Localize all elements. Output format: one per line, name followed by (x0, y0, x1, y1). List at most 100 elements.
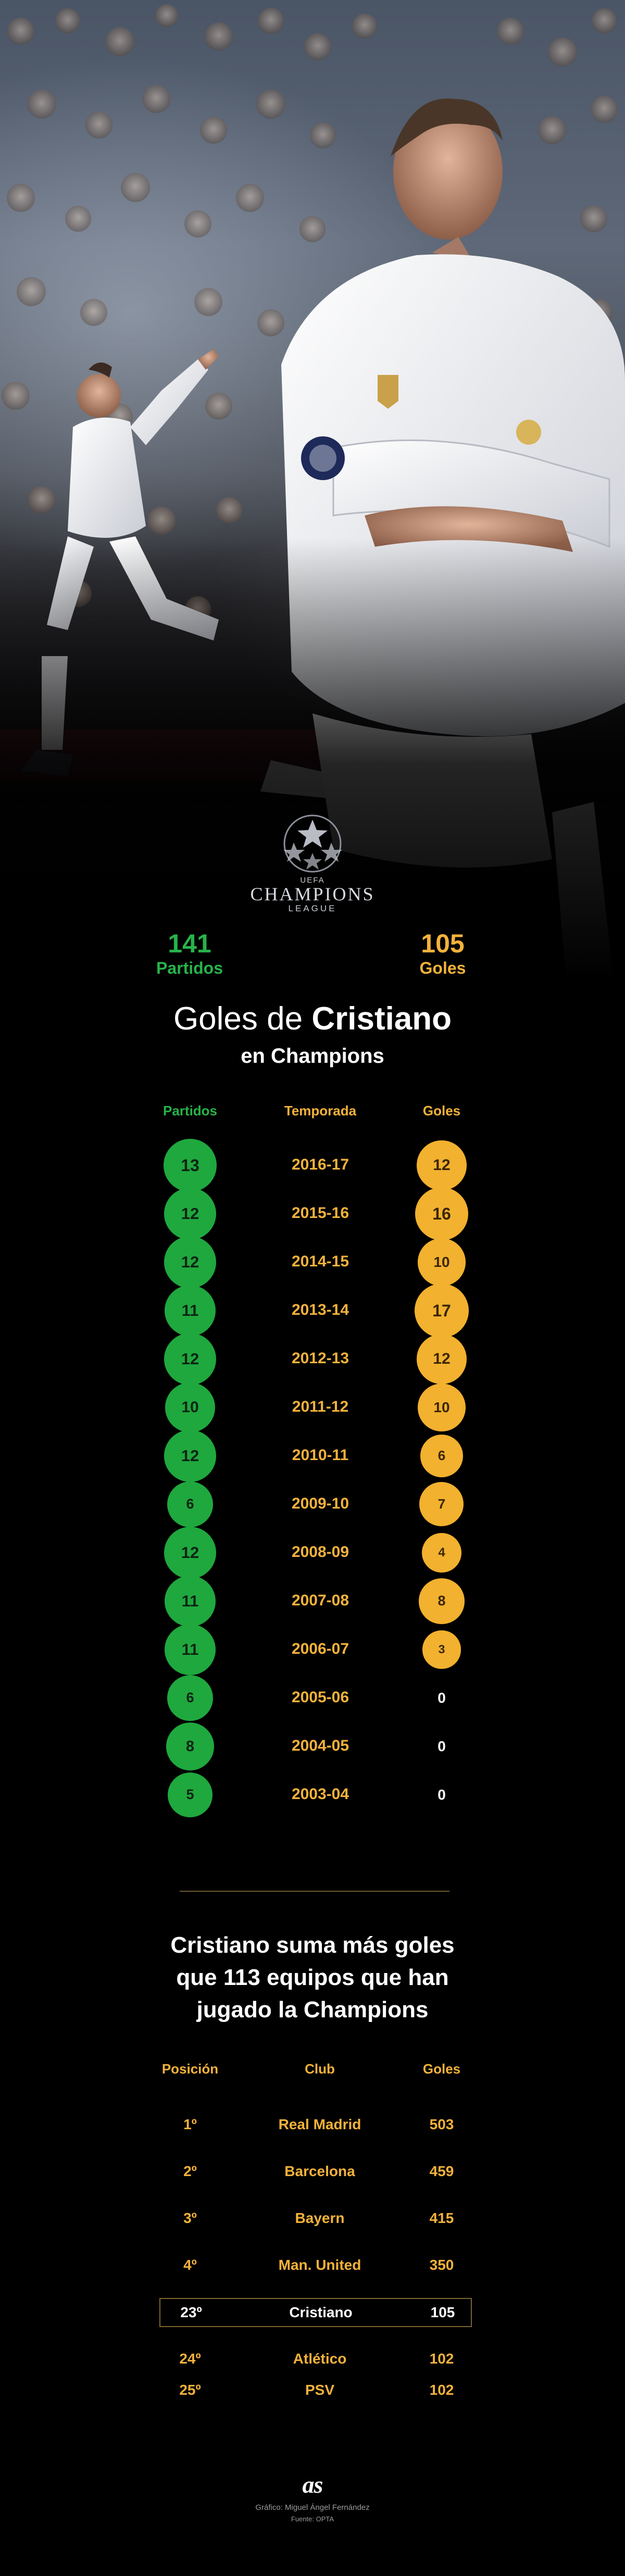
goals-bubble: 12 (417, 1140, 467, 1190)
season-row: 11 2013-14 17 (0, 1284, 625, 1338)
apps-bubble: 8 (166, 1722, 215, 1771)
club-row-goals: 102 (429, 2382, 454, 2398)
season-label: 2009-10 (291, 1495, 349, 1512)
club-row-goals: 105 (430, 2304, 455, 2320)
club-row-position: 24º (179, 2351, 201, 2367)
total-goals-value: 105 (421, 929, 465, 958)
goals-bubble: 16 (415, 1187, 469, 1241)
apps-bubble: 5 (168, 1773, 213, 1817)
season-label: 2014-15 (291, 1253, 349, 1270)
season-row: 11 2007-08 8 (0, 1575, 625, 1627)
total-goals-label: Goles (419, 959, 466, 977)
club-row-club: Atlético (293, 2351, 347, 2367)
season-label: 2004-05 (291, 1737, 349, 1754)
chart-title-bold: Cristiano (311, 1001, 452, 1037)
credit-source: Fuente: OPTA (291, 2515, 334, 2523)
apps-bubble: 6 (167, 1675, 214, 1721)
column-header-club-goals: Goles (422, 2061, 461, 2077)
chart-subtitle: en Champions (241, 1045, 384, 1067)
club-row: 2º Barcelona 459 (0, 2157, 625, 2186)
club-row-position: 25º (179, 2382, 201, 2398)
season-label: 2011-12 (292, 1398, 349, 1415)
season-label: 2006-07 (291, 1640, 349, 1657)
apps-bubble: 11 (164, 1624, 216, 1676)
section2-title-line1: Cristiano suma más goles (170, 1932, 455, 1958)
apps-bubble: 12 (164, 1187, 217, 1240)
season-row: 12 2015-16 16 (0, 1187, 625, 1241)
logo-uefa-text: UEFA (300, 876, 325, 885)
chart-title-prefix: Goles de (173, 1001, 312, 1037)
club-row: 3º Bayern 415 (0, 2204, 625, 2233)
goals-bubble: 17 (415, 1284, 469, 1338)
champions-league-logo: UEFA CHAMPIONS LEAGUE (250, 812, 375, 943)
goals-bubble: 0 (438, 1787, 446, 1803)
club-row-highlighted: 23º Cristiano 105 (159, 2298, 472, 2327)
total-matches-label: Partidos (156, 959, 223, 977)
club-row-club: Cristiano (289, 2304, 353, 2320)
club-row: 4º Man. United 350 (0, 2251, 625, 2280)
season-row: 6 2009-10 7 (0, 1480, 625, 1528)
goals-bubble: 0 (438, 1738, 446, 1754)
section2-title-line3: jugado la Champions (196, 1997, 429, 2022)
club-row-position: 4º (183, 2257, 197, 2273)
section2-title: Cristiano suma más goles que 113 equipos… (0, 1929, 625, 2026)
chart-title: Goles de Cristiano (0, 1000, 625, 1038)
apps-bubble: 12 (164, 1429, 217, 1482)
season-label: 2010-11 (292, 1447, 349, 1464)
club-row-goals: 459 (429, 2163, 454, 2179)
apps-bubble: 12 (164, 1526, 217, 1579)
apps-bubble: 13 (164, 1139, 217, 1192)
club-row-position: 3º (183, 2210, 197, 2226)
club-row-position: 23º (180, 2304, 202, 2320)
club-row-position: 2º (183, 2163, 197, 2179)
apps-bubble: 10 (165, 1382, 216, 1433)
apps-bubble: 11 (164, 1285, 216, 1337)
column-header-position: Posición (161, 2061, 219, 2077)
section2-title-line2: que 113 equipos que han (176, 1965, 449, 1990)
club-row-goals: 350 (429, 2257, 454, 2273)
column-header-club: Club (305, 2061, 335, 2077)
column-header-season: Temporada (284, 1103, 357, 1119)
goals-bubble: 3 (422, 1630, 461, 1669)
season-row: 6 2005-06 0 (0, 1674, 625, 1722)
season-label: 2016-17 (291, 1156, 349, 1173)
season-label: 2012-13 (291, 1350, 349, 1367)
season-row: 13 2016-17 12 (0, 1139, 625, 1192)
club-row-club: Man. United (278, 2257, 361, 2273)
season-row: 12 2014-15 10 (0, 1236, 625, 1289)
club-row-goals: 503 (429, 2116, 454, 2132)
goals-bubble: 4 (421, 1532, 462, 1573)
season-row: 11 2006-07 3 (0, 1624, 625, 1676)
club-row-position: 1º (183, 2116, 197, 2132)
club-row: 24º Atlético 102 (0, 2344, 625, 2373)
club-row: 25º PSV 102 (0, 2376, 625, 2405)
club-row: 1º Real Madrid 503 (0, 2110, 625, 2139)
goals-bubble: 7 (419, 1482, 464, 1527)
season-row: 8 2004-05 0 (0, 1722, 625, 1771)
goals-bubble: 0 (438, 1690, 446, 1706)
apps-bubble: 12 (164, 1333, 217, 1386)
total-matches-value: 141 (168, 929, 211, 958)
goals-bubble: 10 (418, 1238, 466, 1286)
season-row: 10 2011-12 10 (0, 1382, 625, 1433)
logo-champions-text: CHAMPIONS (250, 884, 375, 904)
goals-bubble: 12 (417, 1334, 467, 1384)
goals-bubble: 10 (418, 1384, 466, 1431)
season-label: 2005-06 (291, 1689, 349, 1706)
goals-bubble: 8 (419, 1578, 465, 1624)
column-header-goals: Goles (422, 1103, 461, 1119)
section-divider (180, 1891, 449, 1892)
club-row-club: Bayern (295, 2210, 345, 2226)
club-row-club: Barcelona (284, 2163, 355, 2179)
season-label: 2003-04 (291, 1786, 349, 1803)
apps-bubble: 11 (164, 1575, 216, 1627)
column-header-apps: Partidos (162, 1103, 218, 1119)
goals-bubble: 6 (420, 1434, 464, 1478)
club-row-goals: 102 (429, 2351, 454, 2367)
season-row: 12 2008-09 4 (0, 1526, 625, 1579)
season-label: 2008-09 (291, 1543, 349, 1561)
club-row-club: PSV (305, 2382, 335, 2398)
season-label: 2007-08 (291, 1592, 349, 1609)
apps-bubble: 6 (167, 1481, 214, 1528)
